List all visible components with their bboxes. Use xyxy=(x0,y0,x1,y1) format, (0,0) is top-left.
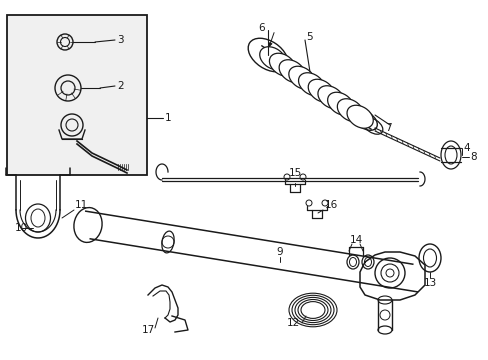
Text: 1: 1 xyxy=(164,113,171,123)
Text: 8: 8 xyxy=(469,152,476,162)
Ellipse shape xyxy=(327,92,353,115)
Ellipse shape xyxy=(346,105,372,128)
Bar xyxy=(7,15,147,175)
Ellipse shape xyxy=(288,66,314,89)
Text: 5: 5 xyxy=(305,32,312,42)
Text: 9: 9 xyxy=(276,247,283,257)
Ellipse shape xyxy=(317,86,344,109)
Ellipse shape xyxy=(307,79,334,102)
Text: 12: 12 xyxy=(286,318,299,328)
Text: 17: 17 xyxy=(141,325,154,335)
Text: 7: 7 xyxy=(384,123,391,133)
Text: 2: 2 xyxy=(117,81,123,91)
Ellipse shape xyxy=(259,47,285,70)
Text: 14: 14 xyxy=(348,235,362,245)
Ellipse shape xyxy=(279,60,305,83)
Text: 6: 6 xyxy=(258,23,264,33)
Ellipse shape xyxy=(337,99,363,122)
Text: 3: 3 xyxy=(117,35,123,45)
Text: 4: 4 xyxy=(462,143,468,153)
Text: 16: 16 xyxy=(325,200,338,210)
Ellipse shape xyxy=(298,73,324,96)
Text: 10: 10 xyxy=(15,223,28,233)
Ellipse shape xyxy=(269,53,295,76)
Text: 11: 11 xyxy=(75,200,88,210)
Text: 15: 15 xyxy=(288,168,301,178)
Text: 13: 13 xyxy=(423,278,436,288)
